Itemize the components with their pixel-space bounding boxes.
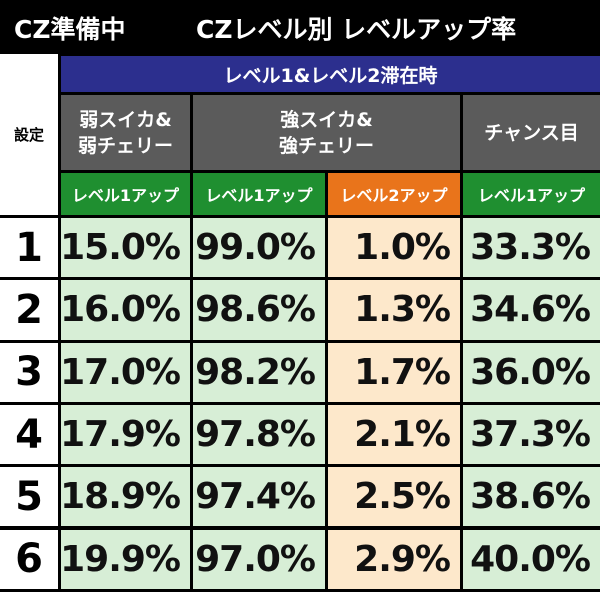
- rate-cell: 16.0%: [61, 280, 190, 340]
- rate-cell: 98.6%: [193, 280, 325, 340]
- setting-number: 6: [0, 529, 58, 589]
- role-header: チャンス目: [463, 95, 600, 170]
- level-header: レベル1アップ: [193, 173, 325, 215]
- rate-cell: 17.0%: [61, 342, 190, 402]
- rate-cell: 1.7%: [328, 342, 460, 402]
- rate-cell: 17.9%: [61, 404, 190, 465]
- rate-cell: 15.0%: [61, 218, 190, 278]
- rate-cell: 97.0%: [193, 529, 325, 589]
- rate-cell: 38.6%: [463, 467, 600, 527]
- rate-cell: 1.3%: [328, 280, 460, 340]
- rate-cell: 99.0%: [193, 218, 325, 278]
- setting-number: 5: [0, 467, 58, 527]
- level-header: レベル2アップ: [328, 173, 460, 215]
- setting-number: 4: [0, 404, 58, 465]
- rate-cell: 1.0%: [328, 218, 460, 278]
- group-header: レベル1&レベル2滞在時: [61, 56, 600, 92]
- title-right: CZレベル別 レベルアップ率: [196, 15, 517, 44]
- rate-cell: 34.6%: [463, 280, 600, 340]
- setting-number: 2: [0, 280, 58, 340]
- rate-cell: 2.9%: [328, 529, 460, 589]
- level-header: レベル1アップ: [463, 173, 600, 215]
- role-header: 弱スイカ& 弱チェリー: [61, 95, 190, 170]
- setting-number: 1: [0, 218, 58, 278]
- rate-cell: 98.2%: [193, 342, 325, 402]
- level-header: レベル1アップ: [61, 173, 190, 215]
- rate-cell: 2.1%: [328, 404, 460, 465]
- title-left: CZ準備中: [14, 15, 126, 44]
- rate-cell: 19.9%: [61, 529, 190, 589]
- rate-cell: 97.8%: [193, 404, 325, 465]
- rate-cell: 2.5%: [328, 467, 460, 527]
- rate-cell: 18.9%: [61, 467, 190, 527]
- rate-cell: 33.3%: [463, 218, 600, 278]
- rate-cell: 40.0%: [463, 529, 600, 589]
- setting-label: 設定: [0, 54, 58, 215]
- rate-cell: 36.0%: [463, 342, 600, 402]
- rate-cell: 37.3%: [463, 404, 600, 465]
- rate-cell: 97.4%: [193, 467, 325, 527]
- setting-number: 3: [0, 342, 58, 402]
- role-header: 強スイカ& 強チェリー: [193, 95, 460, 170]
